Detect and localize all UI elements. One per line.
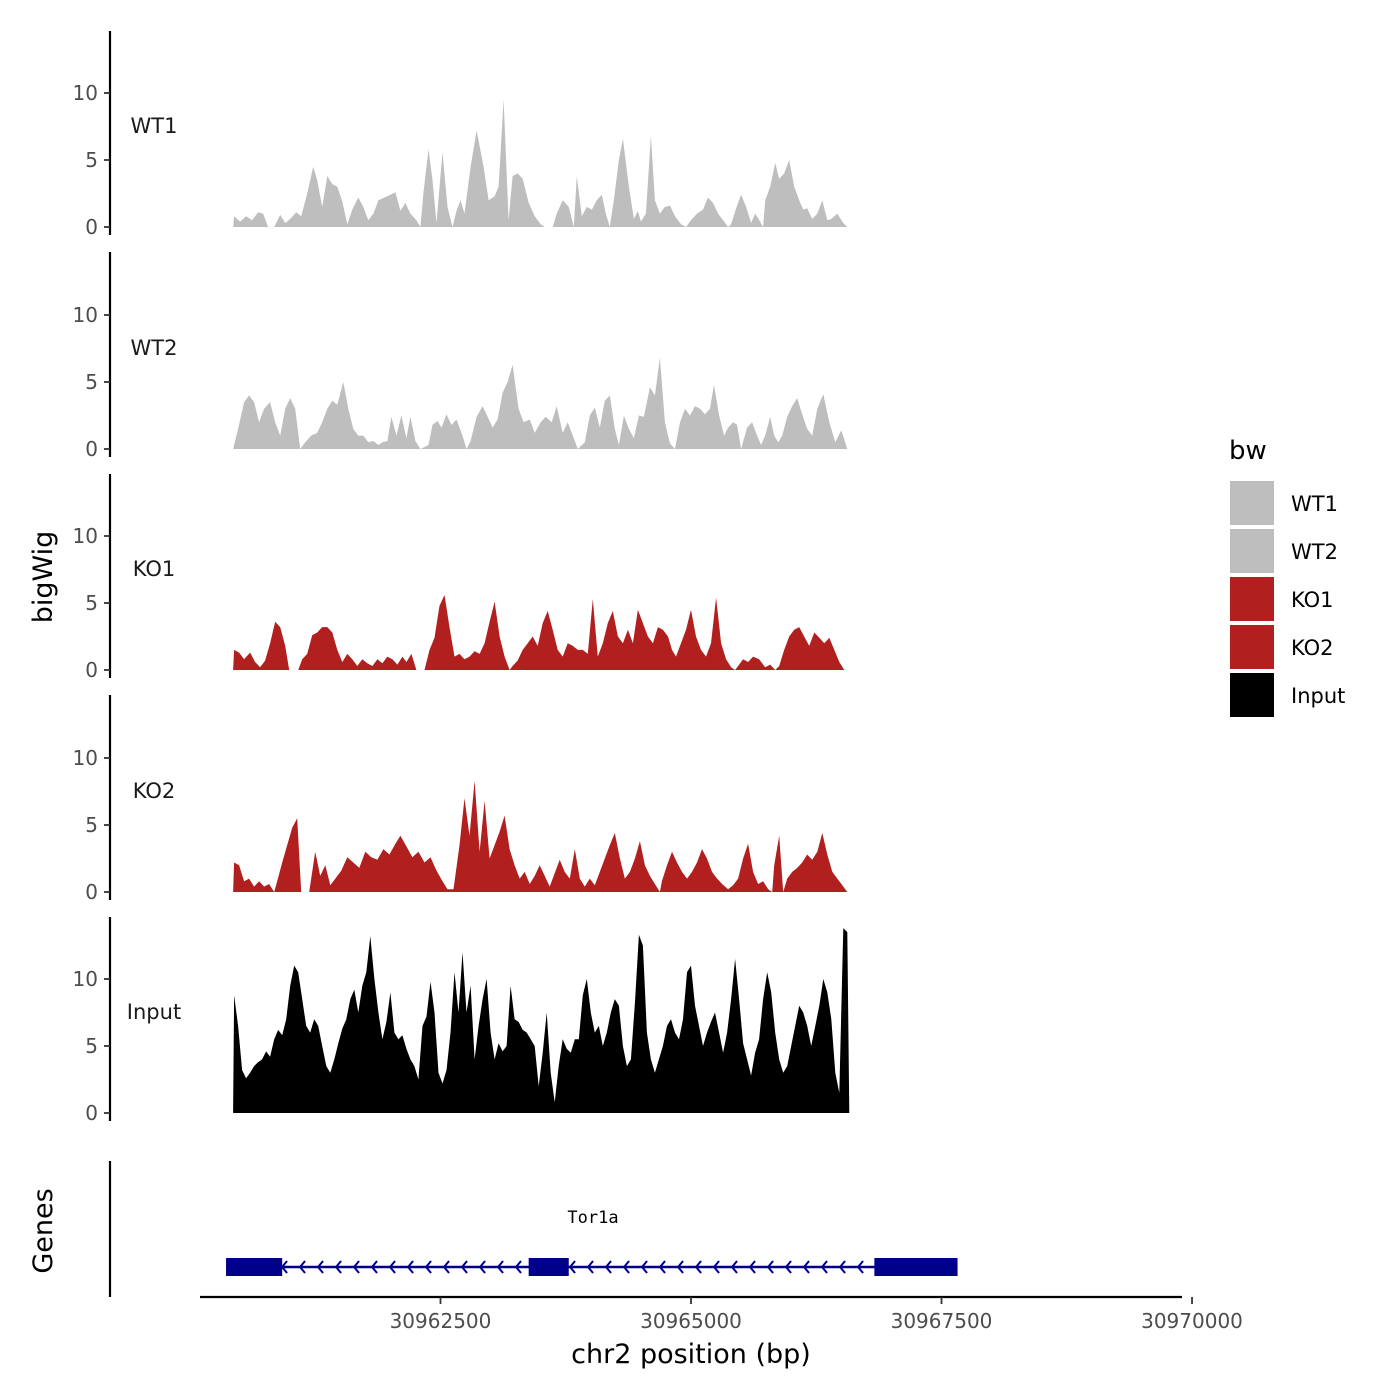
strand-arrow [370, 1260, 378, 1274]
area-ko2 [233, 780, 848, 892]
strand-arrow [406, 1260, 414, 1274]
gene-exon-2 [528, 1258, 569, 1276]
strand-arrow [748, 1260, 756, 1274]
legend-label-ko1: KO1 [1291, 588, 1334, 612]
y-tick-label: 10 [73, 524, 98, 548]
y-tick-label: 5 [85, 370, 98, 394]
strand-arrow [604, 1260, 612, 1274]
y-tick-label: 0 [85, 215, 98, 239]
gene-exon-1 [226, 1258, 283, 1276]
strand-arrow [622, 1260, 630, 1274]
gene-exon-3 [874, 1258, 958, 1276]
y-tick-label: 5 [85, 1034, 98, 1058]
gene-name-label: Tor1a [567, 1208, 618, 1228]
track-label-input: Input [127, 1000, 181, 1024]
track-label-wt1: WT1 [131, 114, 178, 138]
strand-arrow [568, 1260, 576, 1274]
x-axis-title: chr2 position (bp) [571, 1339, 811, 1370]
strand-arrow [856, 1260, 864, 1274]
y-tick-label: 5 [85, 148, 98, 172]
track-ko1: 0 5 10 KO1 [73, 474, 845, 682]
strand-arrow [658, 1260, 666, 1274]
strand-arrow [838, 1260, 846, 1274]
strand-arrow [676, 1260, 684, 1274]
strand-arrow [784, 1260, 792, 1274]
strand-arrow [694, 1260, 702, 1274]
strand-arrow [388, 1260, 396, 1274]
legend-swatch-ko1 [1230, 577, 1274, 621]
strand-arrow [316, 1260, 324, 1274]
legend: bw WT1 WT2 KO1 KO2 Input [1229, 436, 1345, 717]
strand-arrow [298, 1260, 306, 1274]
strand-arrow [640, 1260, 648, 1274]
y-tick-label: 10 [73, 81, 98, 105]
strand-arrow [478, 1260, 486, 1274]
strand-arrow [514, 1260, 522, 1274]
strand-arrow [442, 1260, 450, 1274]
y-axis-title: bigWig [28, 531, 59, 624]
strand-arrow [460, 1260, 468, 1274]
x-tick-label: 30967500 [891, 1309, 993, 1333]
y-tick-label: 0 [85, 658, 98, 682]
track-wt2: 0 5 10 WT2 [73, 252, 848, 461]
y-tick-label: 10 [73, 746, 98, 770]
x-tick-label: 30970000 [1141, 1309, 1243, 1333]
y-tick-label: 5 [85, 813, 98, 837]
y-tick-label: 0 [85, 880, 98, 904]
area-ko1 [233, 595, 845, 670]
strand-arrow [424, 1260, 432, 1274]
strand-arrow [802, 1260, 810, 1274]
area-wt1 [233, 99, 848, 227]
track-label-wt2: WT2 [131, 336, 178, 360]
genes-track-title: Genes [28, 1188, 59, 1273]
legend-label-wt1: WT1 [1291, 492, 1338, 516]
strand-arrow [820, 1260, 828, 1274]
y-tick-label: 0 [85, 437, 98, 461]
tracks-layer: 0 5 10 WT1 0 5 10 WT2 0 5 10 KO1 0 5 10 KO2 0 5 10 Input [73, 31, 850, 1125]
area-input [233, 928, 850, 1113]
strand-arrow [352, 1260, 360, 1274]
y-tick-label: 10 [73, 967, 98, 991]
y-tick-label: 10 [73, 303, 98, 327]
legend-swatch-wt2 [1230, 529, 1274, 573]
strand-arrow [712, 1260, 720, 1274]
strand-arrow [586, 1260, 594, 1274]
legend-label-ko2: KO2 [1291, 636, 1334, 660]
legend-swatch-input [1230, 673, 1274, 717]
x-tick-label: 30962500 [390, 1309, 492, 1333]
y-tick-label: 5 [85, 591, 98, 615]
x-tick-label: 30965000 [640, 1309, 742, 1333]
strand-arrow [730, 1260, 738, 1274]
y-tick-label: 0 [85, 1101, 98, 1125]
legend-swatch-ko2 [1230, 625, 1274, 669]
strand-arrow [496, 1260, 504, 1274]
strand-arrow [334, 1260, 342, 1274]
genes-layer: Tor1a [108, 1161, 958, 1297]
track-label-ko1: KO1 [133, 557, 176, 581]
x-axis: 30962500 30965000 30967500 30970000 [200, 1295, 1243, 1333]
legend-title: bw [1229, 436, 1267, 466]
legend-swatch-wt1 [1230, 481, 1274, 525]
area-wt2 [233, 357, 848, 449]
track-label-ko2: KO2 [133, 779, 176, 803]
legend-label-input: Input [1291, 684, 1345, 708]
track-ko2: 0 5 10 KO2 [73, 695, 848, 904]
strand-arrow [766, 1260, 774, 1274]
track-input: 0 5 10 Input [73, 917, 850, 1125]
track-wt1: 0 5 10 WT1 [73, 31, 848, 239]
legend-label-wt2: WT2 [1291, 540, 1338, 564]
